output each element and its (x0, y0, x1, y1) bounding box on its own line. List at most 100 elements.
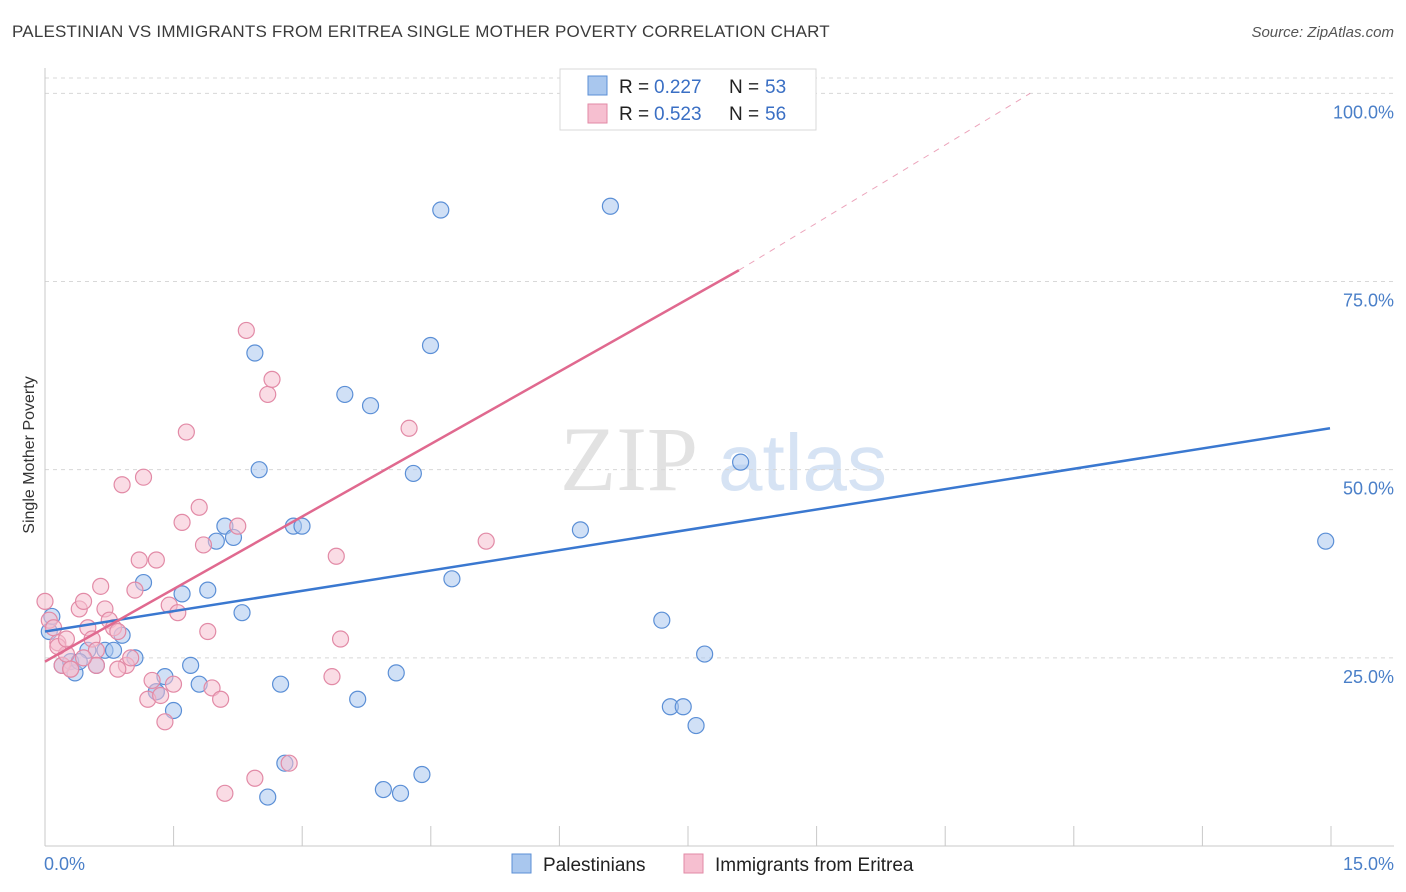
palestinians-point-39 (432, 201, 450, 219)
palestinians-point-34 (387, 664, 405, 682)
legend-r-label-2: R = (619, 104, 649, 125)
source-label: Source: ZipAtlas.com (1251, 24, 1394, 41)
eritrea-point-27 (156, 713, 174, 731)
eritrea-point-26 (152, 686, 170, 705)
y-tick-label-75: 75.0% (1343, 291, 1394, 311)
eritrea-point-22 (134, 468, 153, 486)
eritrea-point-38 (216, 784, 234, 802)
eritrea-point-45 (323, 668, 341, 686)
x-tick-max: 15.0% (1343, 854, 1394, 874)
y-tick-label-100: 100.0% (1333, 102, 1394, 122)
palestinians-point-50 (1317, 532, 1335, 550)
eritrea-point-16 (109, 622, 127, 641)
eritrea-point-39 (229, 517, 247, 535)
eritrea-point-31 (173, 513, 191, 531)
y-tick-label-50: 50.0% (1343, 479, 1394, 499)
palestinians-point-15 (173, 585, 191, 603)
eritrea-point-53 (109, 660, 127, 678)
eritrea-point-12 (92, 577, 110, 595)
eritrea-point-29 (164, 675, 183, 693)
trend-lines (44, 92, 1331, 663)
eritrea-point-34 (194, 536, 213, 554)
palestinians-point-24 (250, 461, 268, 479)
chart-title: PALESTINIAN VS IMMIGRANTS FROM ERITREA S… (12, 22, 830, 41)
palestinians-point-38 (421, 336, 440, 355)
palestinians-point-48 (696, 645, 714, 663)
eritrea-point-55 (57, 630, 76, 648)
eritrea-point-19 (122, 649, 140, 667)
palestinians-point-16 (182, 656, 200, 674)
bottom-legend: Palestinians Immigrants from Eritrea (511, 853, 914, 876)
palestinians-point-18 (199, 581, 217, 599)
eritrea-point-37 (212, 690, 230, 708)
eritrea-point-48 (400, 419, 418, 437)
palestinians-point-26 (271, 675, 290, 693)
legend: R = 0.227 N = 53 R = 0.523 N = 56 (559, 68, 817, 131)
trend-line-eritrea (44, 269, 740, 663)
eritrea-point-32 (177, 423, 195, 441)
x-tick-min: 0.0% (44, 854, 85, 874)
eritrea-point-36 (203, 679, 221, 697)
eritrea-point-40 (237, 321, 255, 340)
eritrea-point-0 (36, 592, 54, 610)
palestinians-point-35 (391, 784, 410, 802)
eritrea-point-8 (74, 592, 93, 610)
legend-n-label-2: N = (729, 104, 759, 125)
eritrea-point-51 (87, 656, 106, 674)
eritrea-point-33 (190, 498, 208, 516)
eritrea-point-43 (263, 370, 281, 388)
legend-swatch-blue (587, 75, 608, 96)
palestinians-point-25 (259, 788, 277, 806)
eritrea-point-42 (259, 385, 277, 404)
legend-n-value-1: 53 (765, 77, 786, 98)
eritrea-point-41 (246, 769, 264, 787)
bottom-legend-palestinians: Palestinians (543, 855, 645, 876)
y-tick-label-25: 25.0% (1343, 667, 1394, 687)
palestinians-point-8 (104, 641, 123, 659)
eritrea-point-2 (44, 619, 63, 637)
palestinians-point-32 (361, 397, 380, 415)
watermark-zip: ZIP (560, 408, 698, 510)
eritrea-point-46 (327, 547, 345, 565)
palestinians-point-41 (571, 521, 590, 539)
series-eritrea (36, 321, 495, 802)
y-axis-label: Single Mother Poverty (21, 376, 38, 533)
palestinians-point-42 (601, 197, 620, 215)
eritrea-point-47 (331, 630, 350, 648)
palestinians-point-46 (674, 698, 692, 716)
palestinians-point-14 (164, 701, 183, 720)
palestinians-point-23 (246, 344, 264, 362)
palestinians-point-31 (349, 690, 367, 708)
palestinians-point-33 (374, 780, 392, 799)
palestinians-point-44 (653, 611, 671, 629)
trend-extension-eritrea (738, 92, 1031, 271)
palestinians-point-36 (404, 464, 422, 483)
legend-n-value-2: 56 (765, 104, 786, 125)
eritrea-point-35 (199, 622, 217, 641)
eritrea-point-24 (143, 671, 161, 690)
y-tick-labels: 25.0% 50.0% 75.0% 100.0% (1333, 102, 1394, 686)
palestinians-point-40 (443, 570, 461, 588)
palestinians-point-29 (293, 517, 311, 535)
palestinians-point-47 (687, 716, 705, 735)
palestinians-point-37 (413, 765, 431, 784)
eritrea-point-20 (126, 581, 144, 599)
legend-r-value-2: 0.523 (654, 104, 702, 125)
legend-n-label-1: N = (729, 77, 759, 98)
watermark: ZIP atlas (560, 408, 887, 510)
eritrea-point-50 (62, 660, 80, 678)
bottom-legend-swatch-pink (683, 853, 704, 874)
palestinians-point-30 (336, 385, 354, 404)
bottom-legend-eritrea: Immigrants from Eritrea (715, 855, 914, 876)
eritrea-point-30 (169, 604, 187, 622)
axes (44, 68, 1394, 847)
trend-line-palestinians (44, 427, 1331, 633)
legend-r-label-1: R = (619, 77, 649, 98)
eritrea-point-49 (477, 532, 495, 550)
eritrea-point-21 (130, 551, 148, 569)
palestinians-point-22 (233, 604, 251, 622)
legend-r-value-1: 0.227 (654, 77, 702, 98)
gridlines (45, 77, 1394, 659)
eritrea-point-44 (280, 754, 298, 772)
